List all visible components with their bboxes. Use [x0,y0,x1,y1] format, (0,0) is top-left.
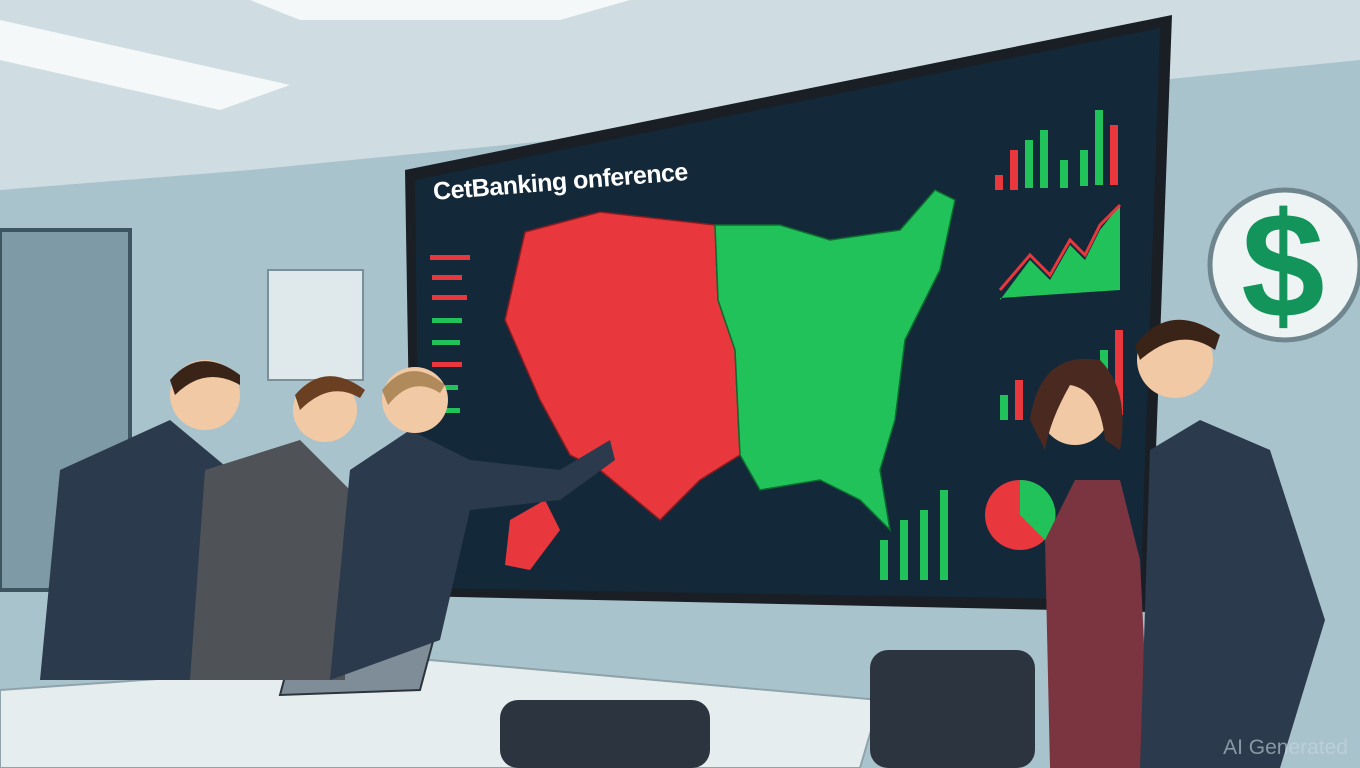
map-alaska [505,500,560,570]
person-pointing [330,367,615,680]
ceiling-light [0,20,290,110]
dollar-sign-circle [1207,187,1360,343]
watermark: AI Generated [1223,736,1348,759]
map-east-green [714,189,956,533]
ceiling-light [250,0,630,20]
chart-mid-right [998,203,1122,300]
chart-top-right [995,110,1118,190]
person-right [1135,319,1325,768]
person-woman [1030,358,1150,768]
chair [500,700,710,768]
dollar-sign-icon: $ [1241,181,1325,349]
chair [870,650,1035,768]
person-left-1 [40,360,240,680]
wall-document [267,269,364,381]
bottom-bars [880,490,948,580]
pie-chart [985,479,1056,550]
person-left-2 [190,376,365,680]
